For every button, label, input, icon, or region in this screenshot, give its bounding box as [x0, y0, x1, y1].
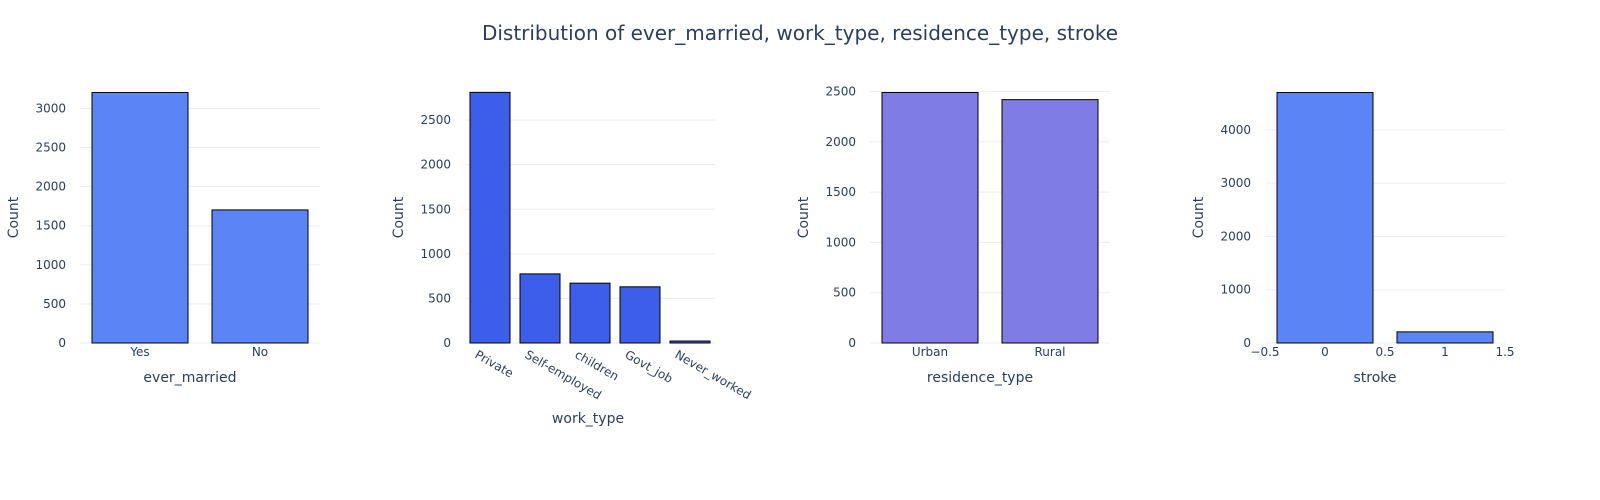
bar [519, 273, 561, 344]
y-tick-label: 500 [43, 297, 66, 311]
x-tick-label: Govt_job [623, 347, 676, 385]
subplot-1: 0 500 1000 1500 2000 2500 3000 Yes No ever_marrie… [6, 91, 320, 386]
y-tick-label: 0 [1243, 336, 1251, 350]
bar [569, 282, 611, 344]
x-tick-label: Rural [1034, 345, 1065, 359]
y-tick-label: 0 [443, 336, 451, 350]
y-tick-label: 1000 [420, 247, 451, 261]
y-tick-label: 0 [58, 336, 66, 350]
x-tick-label: −0.5 [1250, 345, 1279, 359]
bar [91, 91, 189, 344]
x-tick-label: Never_worked [673, 347, 754, 402]
x-tick-label: Urban [912, 345, 948, 359]
x-axis-title: stroke [1353, 370, 1396, 386]
y-tick-label: 4000 [1220, 123, 1251, 137]
y-tick-label: 1000 [1220, 283, 1251, 297]
bar [469, 91, 511, 344]
bar [1396, 331, 1494, 344]
y-tick-label: 1500 [825, 185, 856, 199]
y-tick-label: 2000 [35, 180, 66, 194]
y-tick-label: 0 [848, 336, 856, 350]
x-axis-title: residence_type [927, 370, 1033, 386]
y-tick-label: 3000 [35, 101, 66, 115]
y-tick-label: 1000 [825, 235, 856, 249]
x-tick-label: Private [473, 347, 516, 380]
y-tick-label: 2000 [1220, 229, 1251, 243]
chart-title: Distribution of ever_married, work_type,… [482, 21, 1118, 45]
y-tick-label: 2000 [420, 158, 451, 172]
bar [1276, 92, 1374, 344]
subplot-3: 0 500 1000 1500 2000 2500 Urban Ruralresidence_… [796, 84, 1110, 386]
bar [619, 286, 661, 344]
y-tick-label: 2000 [825, 135, 856, 149]
x-axis-title: work_type [552, 411, 624, 427]
bar [1001, 99, 1099, 344]
y-tick-label: 1500 [35, 219, 66, 233]
x-tick-label: Yes [129, 345, 149, 359]
x-tick-label: 0.5 [1375, 345, 1394, 359]
y-axis-title: Count [1191, 196, 1207, 238]
bar [881, 92, 979, 344]
y-tick-label: 500 [428, 291, 451, 305]
y-tick-label: 1000 [35, 258, 66, 272]
y-tick-label: 1500 [420, 202, 451, 216]
x-tick-label: 1 [1441, 345, 1449, 359]
y-axis-title: Count [6, 196, 22, 238]
x-tick-label: No [252, 345, 268, 359]
y-tick-label: 2500 [35, 141, 66, 155]
bar [211, 209, 309, 344]
x-tick-label: 1.5 [1495, 345, 1514, 359]
x-axis-title: ever_married [143, 370, 236, 386]
x-tick-label: 0 [1321, 345, 1329, 359]
y-axis-title: Count [796, 196, 812, 238]
y-axis-title: Count [391, 196, 407, 238]
y-tick-label: 2500 [420, 113, 451, 127]
bar [669, 340, 711, 344]
y-tick-label: 2500 [825, 84, 856, 98]
y-tick-label: 3000 [1220, 176, 1251, 190]
y-tick-label: 500 [833, 286, 856, 300]
